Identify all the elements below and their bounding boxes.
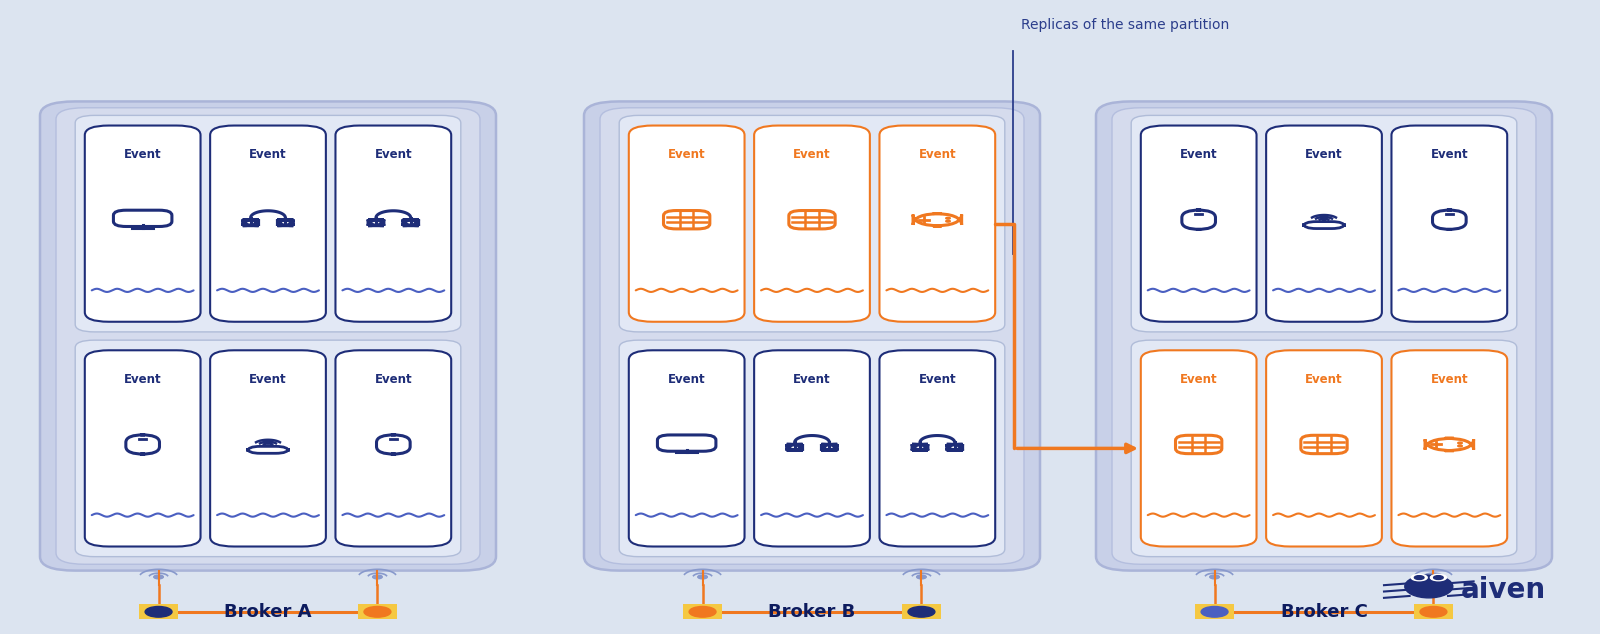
Text: Event: Event <box>123 373 162 386</box>
FancyBboxPatch shape <box>629 126 744 322</box>
FancyBboxPatch shape <box>358 604 397 619</box>
Circle shape <box>1458 445 1462 447</box>
FancyBboxPatch shape <box>1096 101 1552 571</box>
Circle shape <box>1323 220 1325 221</box>
Circle shape <box>1434 576 1443 579</box>
Circle shape <box>1210 575 1219 579</box>
FancyBboxPatch shape <box>600 108 1024 564</box>
Text: Event: Event <box>250 148 286 162</box>
FancyBboxPatch shape <box>1266 126 1382 322</box>
FancyBboxPatch shape <box>584 101 1040 571</box>
Circle shape <box>1202 607 1229 617</box>
FancyBboxPatch shape <box>75 340 461 557</box>
Text: Event: Event <box>1430 148 1469 162</box>
FancyBboxPatch shape <box>1266 350 1382 547</box>
FancyBboxPatch shape <box>210 350 326 547</box>
FancyBboxPatch shape <box>85 126 200 322</box>
Text: Event: Event <box>794 373 830 386</box>
FancyBboxPatch shape <box>902 604 941 619</box>
FancyBboxPatch shape <box>683 604 722 619</box>
Text: Event: Event <box>374 148 413 162</box>
Text: Event: Event <box>918 373 957 386</box>
FancyBboxPatch shape <box>1131 115 1517 332</box>
FancyBboxPatch shape <box>1392 126 1507 322</box>
Circle shape <box>373 575 382 579</box>
Text: Event: Event <box>1306 373 1342 386</box>
FancyBboxPatch shape <box>336 350 451 547</box>
Text: Event: Event <box>918 148 957 162</box>
Text: Event: Event <box>1179 148 1218 162</box>
Text: Event: Event <box>794 148 830 162</box>
FancyBboxPatch shape <box>40 101 496 571</box>
Text: Event: Event <box>123 148 162 162</box>
Text: Event: Event <box>1306 148 1342 162</box>
Text: Replicas of the same partition: Replicas of the same partition <box>1021 18 1229 32</box>
Circle shape <box>917 575 926 579</box>
Circle shape <box>1430 574 1446 581</box>
Circle shape <box>154 575 163 579</box>
FancyBboxPatch shape <box>1141 126 1256 322</box>
FancyBboxPatch shape <box>1131 340 1517 557</box>
FancyBboxPatch shape <box>336 126 451 322</box>
Text: Event: Event <box>667 373 706 386</box>
Text: Event: Event <box>1179 373 1218 386</box>
Circle shape <box>946 217 950 219</box>
Circle shape <box>690 607 717 617</box>
Circle shape <box>146 607 173 617</box>
FancyBboxPatch shape <box>619 340 1005 557</box>
Circle shape <box>1414 576 1424 579</box>
FancyBboxPatch shape <box>880 126 995 322</box>
FancyBboxPatch shape <box>1141 350 1256 547</box>
FancyBboxPatch shape <box>210 126 326 322</box>
Text: aiven: aiven <box>1461 576 1546 604</box>
FancyBboxPatch shape <box>619 115 1005 332</box>
FancyBboxPatch shape <box>75 115 461 332</box>
Circle shape <box>907 607 934 617</box>
FancyBboxPatch shape <box>1195 604 1234 619</box>
Circle shape <box>946 220 950 222</box>
Circle shape <box>1421 607 1446 617</box>
FancyBboxPatch shape <box>629 350 744 547</box>
Text: Broker A: Broker A <box>224 603 312 621</box>
Circle shape <box>1411 574 1427 581</box>
Circle shape <box>1458 442 1462 444</box>
Text: Event: Event <box>1430 373 1469 386</box>
Text: Broker C: Broker C <box>1280 603 1368 621</box>
Text: Event: Event <box>667 148 706 162</box>
Text: Event: Event <box>250 373 286 386</box>
Text: Broker B: Broker B <box>768 603 856 621</box>
Circle shape <box>267 445 269 446</box>
FancyBboxPatch shape <box>880 350 995 547</box>
FancyBboxPatch shape <box>754 126 870 322</box>
Circle shape <box>1429 575 1438 579</box>
Ellipse shape <box>1405 575 1453 598</box>
FancyBboxPatch shape <box>1112 108 1536 564</box>
FancyBboxPatch shape <box>56 108 480 564</box>
FancyBboxPatch shape <box>1392 350 1507 547</box>
Circle shape <box>698 575 707 579</box>
Circle shape <box>363 607 390 617</box>
FancyBboxPatch shape <box>139 604 178 619</box>
FancyBboxPatch shape <box>1414 604 1453 619</box>
FancyBboxPatch shape <box>85 350 200 547</box>
FancyBboxPatch shape <box>754 350 870 547</box>
Text: Event: Event <box>374 373 413 386</box>
